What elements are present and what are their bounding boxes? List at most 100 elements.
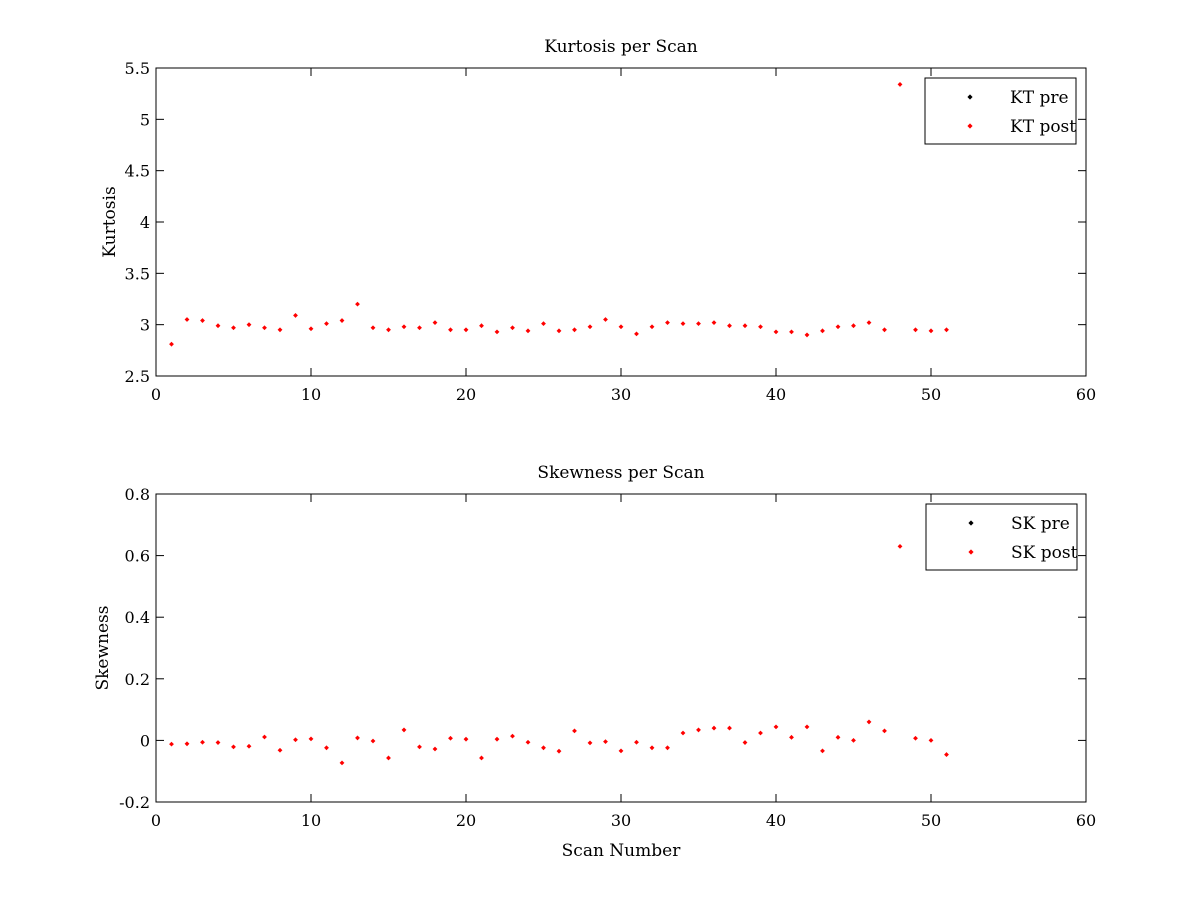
data-point	[634, 331, 639, 337]
y-tick-label: 0.8	[125, 485, 150, 504]
data-point	[386, 755, 391, 761]
data-point	[324, 321, 329, 327]
data-point	[882, 728, 887, 734]
legend-label: SK pre	[1011, 514, 1070, 534]
y-tick-label: 3	[140, 316, 150, 335]
data-point	[696, 727, 701, 733]
data-point	[293, 313, 298, 318]
data-point	[649, 324, 655, 330]
data-point	[308, 736, 314, 742]
data-point	[866, 719, 872, 725]
x-tick-label: 0	[151, 385, 161, 404]
data-point	[665, 745, 670, 751]
legend-marker	[968, 520, 974, 526]
y-tick-label: 5	[140, 110, 150, 129]
data-point	[525, 328, 531, 334]
data-point	[587, 324, 593, 330]
data-point	[634, 739, 639, 745]
data-point	[432, 320, 438, 326]
data-point	[277, 327, 283, 333]
x-tick-label: 30	[611, 811, 631, 830]
data-point	[742, 323, 748, 329]
legend-marker	[967, 123, 973, 129]
y-tick-label: 0.4	[125, 608, 150, 627]
data-point	[169, 741, 174, 747]
data-point	[215, 740, 221, 745]
legend: KT pre KT post	[924, 77, 1077, 145]
data-point	[494, 736, 500, 742]
data-point	[200, 739, 205, 745]
legend-box	[924, 77, 1077, 145]
data-point	[448, 327, 453, 333]
legend: SK pre SK post	[925, 503, 1078, 571]
data-point	[463, 736, 469, 742]
data-point	[370, 738, 376, 744]
data-point	[882, 327, 887, 333]
x-tick-label: 60	[1076, 385, 1096, 404]
data-point	[401, 727, 407, 733]
legend-marker	[968, 549, 974, 555]
data-point	[804, 332, 810, 338]
data-point	[556, 748, 562, 754]
data-point	[246, 743, 252, 749]
data-point	[355, 735, 360, 741]
data-point	[541, 321, 546, 327]
y-axis-label: Skewness	[93, 605, 113, 690]
x-tick-label: 20	[456, 811, 476, 830]
data-point	[665, 320, 670, 326]
data-point	[835, 734, 841, 740]
data-point	[370, 325, 376, 331]
data-point	[758, 324, 763, 330]
data-point	[525, 739, 531, 745]
data-point	[649, 745, 655, 751]
legend-marker	[967, 94, 973, 100]
y-tick-label: 4.5	[125, 162, 150, 181]
y-tick-label: 5.5	[125, 59, 150, 78]
data-point	[758, 730, 763, 736]
x-tick-label: 60	[1076, 811, 1096, 830]
data-point	[231, 744, 236, 750]
data-point	[618, 748, 624, 754]
data-point	[541, 745, 546, 751]
data-point	[820, 748, 825, 754]
data-point	[463, 327, 469, 333]
data-point	[618, 324, 624, 330]
data-point	[339, 760, 345, 766]
data-point	[773, 329, 779, 335]
data-point	[742, 740, 748, 745]
data-point	[417, 325, 422, 331]
x-tick-label: 40	[766, 811, 786, 830]
data-point	[727, 323, 732, 329]
data-point	[308, 326, 314, 332]
data-point	[215, 323, 221, 329]
data-point	[897, 82, 903, 87]
data-point	[680, 321, 686, 327]
data-point	[913, 327, 918, 333]
data-point	[572, 327, 577, 333]
data-point	[355, 301, 360, 307]
chart-panel-1: 0 10 20 30 40 50 60 2.5 3 3.5 4 4.5 5 5.5 Kurtosis per…	[100, 37, 1096, 404]
data-point	[727, 725, 732, 731]
data-point	[432, 746, 438, 752]
data-point	[339, 318, 345, 323]
legend-label: SK post	[1011, 543, 1078, 563]
data-point	[184, 317, 190, 322]
data-point	[789, 329, 794, 335]
data-point	[246, 322, 252, 328]
data-point	[479, 323, 484, 329]
data-point	[401, 324, 407, 330]
data-point	[711, 320, 717, 326]
y-tick-label: 2.5	[125, 367, 150, 386]
data-point	[804, 724, 810, 730]
x-tick-label: 50	[921, 385, 941, 404]
x-tick-label: 20	[456, 385, 476, 404]
legend-box	[925, 503, 1078, 571]
data-point	[200, 318, 205, 323]
data-point	[510, 733, 515, 739]
y-tick-label: 4	[140, 213, 150, 232]
data-point	[913, 735, 918, 741]
data-point	[231, 325, 236, 331]
data-point	[897, 543, 903, 549]
